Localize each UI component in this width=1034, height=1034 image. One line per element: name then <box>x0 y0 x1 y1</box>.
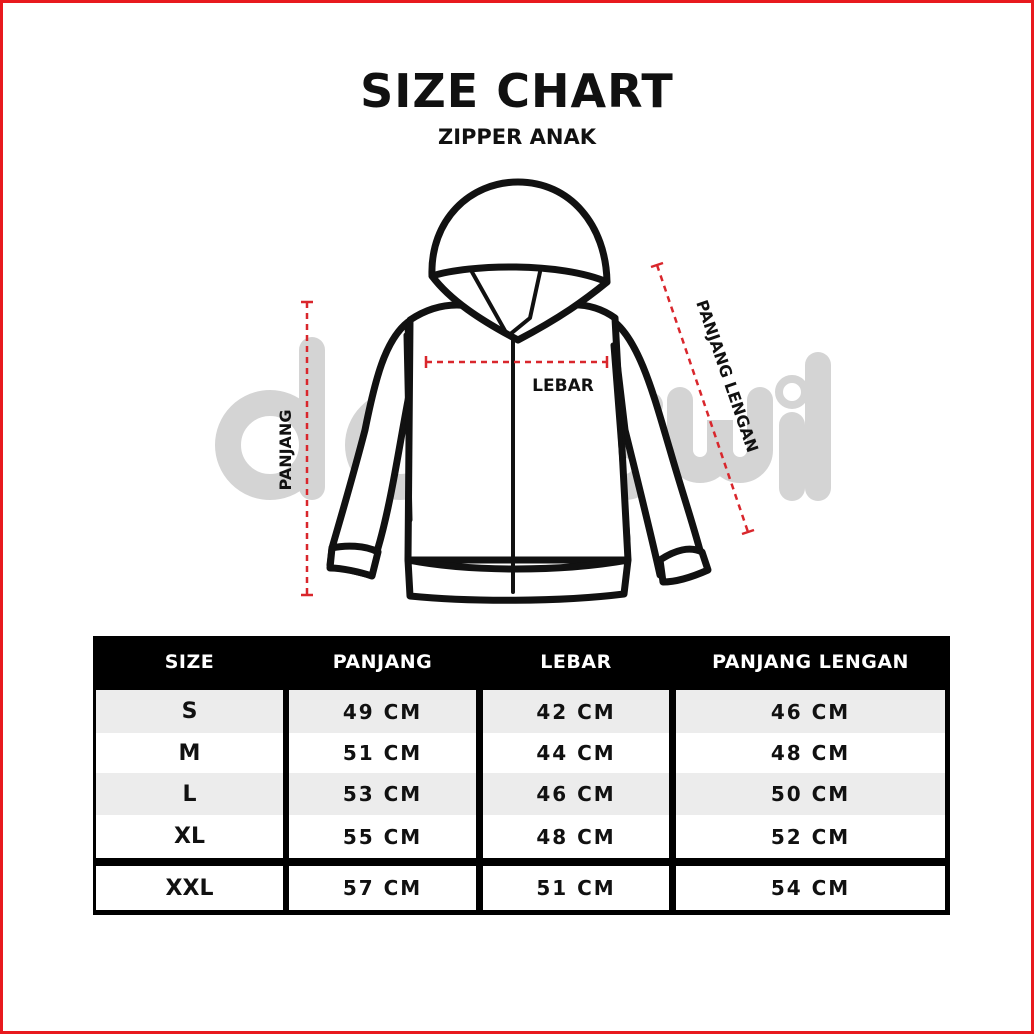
collar <box>470 270 542 338</box>
measurement-cell: 42 CM <box>483 690 669 733</box>
page-subtitle: ZIPPER ANAK <box>437 125 596 149</box>
measurement-cell: 49 CM <box>289 690 476 733</box>
measurement-cell: 46 CM <box>483 773 669 815</box>
size-cell: L <box>96 773 283 815</box>
measurement-cell: 52 CM <box>676 815 945 858</box>
table-header: SIZE PANJANG LEBAR PANJANG LENGAN <box>93 636 950 688</box>
column-header-size: SIZE <box>164 651 215 673</box>
panjang-label: PANJANG <box>276 410 295 491</box>
measurement-cell: 55 CM <box>289 815 476 858</box>
measurement-cell: 48 CM <box>676 733 945 773</box>
column-header-lebar: LEBAR <box>540 651 612 673</box>
measurement-cell: 57 CM <box>289 866 476 910</box>
column-header-panjang: PANJANG <box>332 651 433 673</box>
measurement-cell: 46 CM <box>676 690 945 733</box>
left-sleeve <box>326 318 414 579</box>
page-title: SIZE CHART <box>360 64 674 118</box>
column-header-panjang-lengan: PANJANG LENGAN <box>712 651 909 673</box>
measurement-cell: 51 CM <box>289 733 476 773</box>
measurement-cell: 53 CM <box>289 773 476 815</box>
measurement-cell: 48 CM <box>483 815 669 858</box>
size-cell: XL <box>96 815 283 858</box>
hem <box>404 556 632 604</box>
size-table: SIZE PANJANG LEBAR PANJANG LENGAN S 49 CM… <box>93 636 950 915</box>
hoodie-diagram: PANJANG LEBAR PANJANG LENGAN <box>215 178 831 604</box>
left-armhole <box>403 332 413 523</box>
panjang-lengan-measure-line <box>655 264 750 533</box>
measurement-cell: 50 CM <box>676 773 945 815</box>
measurement-cell: 54 CM <box>676 866 945 910</box>
measurement-cell: 44 CM <box>483 733 669 773</box>
left-cuff <box>326 542 382 580</box>
lebar-label: LEBAR <box>532 376 594 396</box>
right-armhole <box>610 342 631 543</box>
right-sleeve <box>608 316 706 579</box>
right-cuff <box>656 545 712 586</box>
hood <box>428 178 611 344</box>
size-cell: XXL <box>96 866 283 910</box>
hood-inner <box>428 263 611 286</box>
size-cell: M <box>96 733 283 773</box>
measurement-cell: 51 CM <box>483 866 669 910</box>
size-cell: S <box>96 690 283 733</box>
